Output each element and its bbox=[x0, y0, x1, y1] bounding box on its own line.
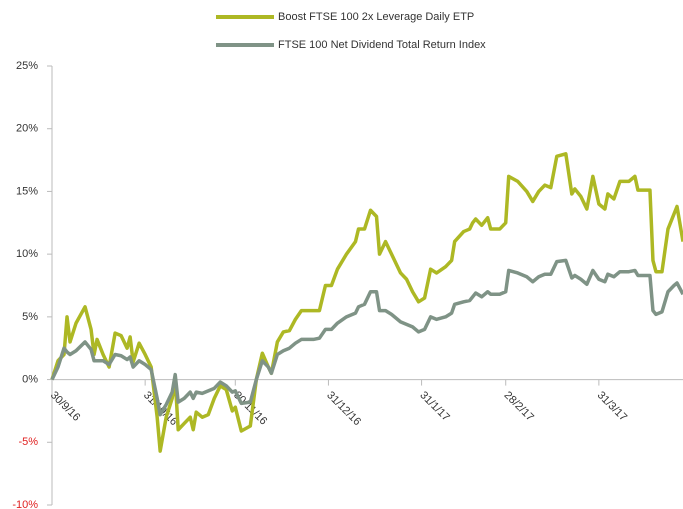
y-tick-label: 10% bbox=[16, 248, 38, 260]
series-line bbox=[50, 258, 683, 417]
x-tick-label: 30/9/16 bbox=[48, 389, 82, 423]
legend-label: FTSE 100 Net Dividend Total Return Index bbox=[278, 39, 486, 51]
x-tick-label: 31/1/17 bbox=[417, 389, 451, 423]
y-tick-label: 25% bbox=[16, 60, 38, 72]
y-tick-label: 5% bbox=[22, 311, 38, 323]
y-tick-label: -5% bbox=[18, 436, 38, 448]
y-tick-label: 0% bbox=[22, 373, 38, 385]
y-tick-label: 15% bbox=[16, 185, 38, 197]
series-line bbox=[50, 152, 683, 453]
y-tick-label: 20% bbox=[16, 123, 38, 135]
x-tick-label: 28/2/17 bbox=[502, 389, 536, 423]
y-tick-label: -10% bbox=[12, 499, 38, 509]
legend-label: Boost FTSE 100 2x Leverage Daily ETP bbox=[278, 11, 474, 23]
x-tick-label: 31/12/16 bbox=[324, 389, 363, 428]
x-tick-label: 31/3/17 bbox=[595, 389, 629, 423]
